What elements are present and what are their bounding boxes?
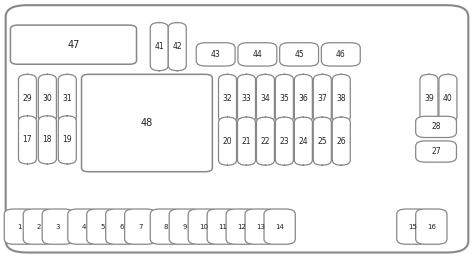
FancyBboxPatch shape bbox=[38, 116, 56, 164]
FancyBboxPatch shape bbox=[416, 141, 456, 162]
FancyBboxPatch shape bbox=[23, 209, 55, 244]
FancyBboxPatch shape bbox=[332, 117, 350, 165]
FancyBboxPatch shape bbox=[219, 117, 237, 165]
FancyBboxPatch shape bbox=[87, 209, 118, 244]
FancyBboxPatch shape bbox=[275, 117, 293, 165]
FancyBboxPatch shape bbox=[4, 209, 36, 244]
FancyBboxPatch shape bbox=[226, 209, 257, 244]
FancyBboxPatch shape bbox=[58, 74, 76, 123]
FancyBboxPatch shape bbox=[275, 74, 293, 123]
Text: 22: 22 bbox=[261, 137, 270, 146]
Text: 34: 34 bbox=[261, 94, 270, 103]
Text: 16: 16 bbox=[427, 224, 436, 230]
Text: 43: 43 bbox=[211, 50, 220, 59]
Text: 9: 9 bbox=[182, 224, 187, 230]
Text: 40: 40 bbox=[443, 94, 453, 103]
FancyBboxPatch shape bbox=[321, 43, 360, 66]
Text: 27: 27 bbox=[431, 147, 441, 156]
FancyBboxPatch shape bbox=[416, 209, 447, 244]
Text: 33: 33 bbox=[242, 94, 251, 103]
Text: 37: 37 bbox=[318, 94, 327, 103]
FancyBboxPatch shape bbox=[397, 209, 428, 244]
Text: 26: 26 bbox=[337, 137, 346, 146]
Text: 41: 41 bbox=[155, 42, 164, 51]
FancyBboxPatch shape bbox=[313, 74, 331, 123]
FancyBboxPatch shape bbox=[237, 74, 255, 123]
Text: 25: 25 bbox=[318, 137, 327, 146]
FancyBboxPatch shape bbox=[125, 209, 156, 244]
FancyBboxPatch shape bbox=[313, 117, 331, 165]
FancyBboxPatch shape bbox=[219, 74, 237, 123]
Text: 17: 17 bbox=[23, 135, 32, 144]
FancyBboxPatch shape bbox=[256, 74, 274, 123]
Text: 4: 4 bbox=[81, 224, 86, 230]
Text: 46: 46 bbox=[336, 50, 346, 59]
FancyBboxPatch shape bbox=[245, 209, 276, 244]
Text: 11: 11 bbox=[219, 224, 227, 230]
FancyBboxPatch shape bbox=[207, 209, 238, 244]
Text: 8: 8 bbox=[164, 224, 168, 230]
FancyBboxPatch shape bbox=[82, 74, 212, 172]
FancyBboxPatch shape bbox=[294, 74, 312, 123]
FancyBboxPatch shape bbox=[169, 209, 201, 244]
Text: 21: 21 bbox=[242, 137, 251, 146]
Text: 31: 31 bbox=[63, 94, 72, 103]
FancyBboxPatch shape bbox=[18, 116, 36, 164]
Text: 32: 32 bbox=[223, 94, 232, 103]
FancyBboxPatch shape bbox=[294, 117, 312, 165]
FancyBboxPatch shape bbox=[150, 23, 168, 71]
Text: 29: 29 bbox=[23, 94, 32, 103]
Text: 39: 39 bbox=[424, 94, 434, 103]
Text: 15: 15 bbox=[408, 224, 417, 230]
FancyBboxPatch shape bbox=[106, 209, 137, 244]
FancyBboxPatch shape bbox=[439, 74, 457, 123]
Text: 44: 44 bbox=[253, 50, 262, 59]
FancyBboxPatch shape bbox=[38, 74, 56, 123]
Text: 28: 28 bbox=[431, 123, 441, 131]
FancyBboxPatch shape bbox=[10, 25, 137, 64]
FancyBboxPatch shape bbox=[18, 74, 36, 123]
FancyBboxPatch shape bbox=[256, 117, 274, 165]
Text: 18: 18 bbox=[43, 135, 52, 144]
Text: 36: 36 bbox=[299, 94, 308, 103]
FancyBboxPatch shape bbox=[168, 23, 186, 71]
Text: 45: 45 bbox=[294, 50, 304, 59]
Text: 23: 23 bbox=[280, 137, 289, 146]
FancyBboxPatch shape bbox=[332, 74, 350, 123]
Text: 12: 12 bbox=[237, 224, 246, 230]
Text: 20: 20 bbox=[223, 137, 232, 146]
FancyBboxPatch shape bbox=[264, 209, 295, 244]
FancyBboxPatch shape bbox=[280, 43, 319, 66]
Text: 42: 42 bbox=[173, 42, 182, 51]
FancyBboxPatch shape bbox=[188, 209, 219, 244]
Text: 24: 24 bbox=[299, 137, 308, 146]
Text: 35: 35 bbox=[280, 94, 289, 103]
FancyBboxPatch shape bbox=[150, 209, 182, 244]
FancyBboxPatch shape bbox=[238, 43, 277, 66]
Text: 10: 10 bbox=[200, 224, 208, 230]
FancyBboxPatch shape bbox=[196, 43, 235, 66]
Text: 6: 6 bbox=[119, 224, 124, 230]
Text: 1: 1 bbox=[18, 224, 22, 230]
Text: 19: 19 bbox=[63, 135, 72, 144]
Text: 13: 13 bbox=[256, 224, 265, 230]
Text: 38: 38 bbox=[337, 94, 346, 103]
Text: 3: 3 bbox=[55, 224, 60, 230]
Text: 5: 5 bbox=[100, 224, 105, 230]
FancyBboxPatch shape bbox=[6, 5, 468, 253]
Text: 30: 30 bbox=[43, 94, 52, 103]
FancyBboxPatch shape bbox=[68, 209, 99, 244]
FancyBboxPatch shape bbox=[58, 116, 76, 164]
Text: 7: 7 bbox=[138, 224, 143, 230]
FancyBboxPatch shape bbox=[416, 116, 456, 138]
FancyBboxPatch shape bbox=[237, 117, 255, 165]
FancyBboxPatch shape bbox=[420, 74, 438, 123]
Text: 48: 48 bbox=[141, 118, 153, 128]
Text: 14: 14 bbox=[275, 224, 284, 230]
Text: 2: 2 bbox=[36, 224, 41, 230]
FancyBboxPatch shape bbox=[42, 209, 73, 244]
Text: 47: 47 bbox=[67, 40, 80, 50]
